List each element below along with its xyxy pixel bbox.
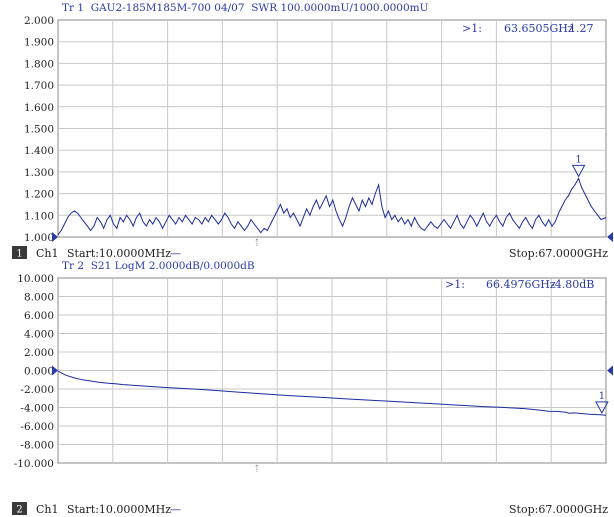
y-tick-label: 6.000 bbox=[24, 310, 54, 322]
y-tick-label: 4.000 bbox=[24, 329, 54, 341]
trace-1-marker-1[interactable]: 1 bbox=[571, 154, 586, 178]
y-tick-label: 1.100 bbox=[24, 210, 54, 222]
marker-number-label: 1 bbox=[599, 391, 605, 402]
start-frequency-label: Start:10.0000MHz bbox=[67, 503, 171, 516]
channel-badge-number: 1 bbox=[16, 249, 22, 260]
span-indicator: — bbox=[170, 247, 181, 260]
y-tick-label: 1.400 bbox=[24, 145, 54, 157]
trace-1-header: Tr 1 GAU2-185M185M-700 04/07 SWR 100.000… bbox=[62, 2, 429, 14]
y-tick-label: 1.200 bbox=[24, 189, 54, 201]
y-tick-label: 1.300 bbox=[24, 167, 54, 179]
start-frequency-label: Start:10.0000MHz bbox=[67, 247, 171, 260]
marker-number-label: 1 bbox=[575, 154, 581, 165]
y-tick-label: 1.600 bbox=[24, 102, 54, 114]
trace-2-grid bbox=[58, 278, 606, 463]
marker-readout-value: 1.27 bbox=[569, 22, 594, 35]
trace-2-marker-1[interactable]: 1 bbox=[595, 391, 609, 414]
y-tick-label: -6.000 bbox=[20, 421, 54, 433]
trace-1-grid bbox=[58, 20, 606, 237]
channel-label: Ch1 bbox=[36, 503, 59, 516]
span-indicator: — bbox=[170, 503, 181, 516]
y-tick-label: 1.800 bbox=[24, 58, 54, 70]
trace-2-header: Tr 2 S21 LogM 2.0000dB/0.0000dB bbox=[62, 260, 255, 272]
y-tick-label: 1.500 bbox=[24, 124, 54, 136]
trace-2-footer: 2 Ch1 Start:10.0000MHz — Stop:67.0000GHz bbox=[12, 502, 608, 516]
marker-readout-prefix: >1: bbox=[462, 22, 482, 35]
trace-2-marker-readout: >1: 66.4976GHz -4.80dB bbox=[445, 278, 594, 291]
trace-1-panel: Tr 1 GAU2-185M185M-700 04/07 SWR 100.000… bbox=[12, 2, 613, 260]
y-tick-label: 10.000 bbox=[17, 273, 54, 285]
y-tick-label: 1.700 bbox=[24, 80, 54, 92]
reference-level-left-arrow-icon[interactable] bbox=[52, 232, 58, 242]
marker-readout-frequency: 66.4976GHz bbox=[486, 278, 556, 291]
y-tick-label: -2.000 bbox=[20, 384, 54, 396]
trace-1-y-axis: 2.000 1.900 1.800 1.700 1.600 1.500 1.400 1.300… bbox=[24, 15, 54, 244]
reference-level-right-arrow-icon[interactable] bbox=[607, 232, 613, 242]
y-tick-label: 0.000 bbox=[24, 366, 54, 378]
y-tick-label: 1.900 bbox=[24, 37, 54, 49]
trace-2-y-axis: 10.000 8.000 6.000 4.000 2.000 0.000 -2.000 -4.… bbox=[14, 273, 54, 470]
marker-triangle-icon[interactable] bbox=[571, 164, 586, 178]
channel-label: Ch1 bbox=[36, 247, 59, 260]
trace-2-line bbox=[57, 370, 607, 416]
y-tick-label: 1.000 bbox=[24, 232, 54, 244]
marker-readout-frequency: 63.6505GHz bbox=[504, 22, 574, 35]
y-tick-label: -4.000 bbox=[20, 403, 54, 415]
trace-1-footer: 1 Ch1 Start:10.0000MHz — Stop:67.0000GHz bbox=[12, 246, 608, 260]
channel-badge[interactable] bbox=[12, 246, 27, 259]
marker-readout-prefix: >1: bbox=[445, 278, 465, 291]
reference-level-left-arrow-icon[interactable] bbox=[52, 365, 58, 376]
stop-frequency-label: Stop:67.0000GHz bbox=[509, 503, 608, 516]
stimulus-start-arrow-icon: ⇡ bbox=[253, 238, 261, 249]
trace-1-line bbox=[57, 177, 607, 236]
marker-readout-value: -4.80dB bbox=[551, 278, 594, 291]
stimulus-start-arrow-icon: ⇡ bbox=[253, 464, 261, 475]
reference-level-right-arrow-icon[interactable] bbox=[607, 365, 613, 376]
trace-2-panel: Tr 2 S21 LogM 2.0000dB/0.0000dB 10.0008.… bbox=[12, 260, 613, 516]
y-tick-label: -10.000 bbox=[14, 458, 54, 470]
channel-badge[interactable] bbox=[12, 502, 27, 515]
trace-1-marker-readout: >1: 63.6505GHz 1.27 bbox=[462, 22, 594, 35]
y-tick-label: 2.000 bbox=[24, 347, 54, 359]
channel-badge-number: 2 bbox=[16, 505, 22, 516]
marker-triangle-icon[interactable] bbox=[595, 401, 609, 414]
stop-frequency-label: Stop:67.0000GHz bbox=[509, 247, 608, 260]
y-tick-label: 8.000 bbox=[24, 292, 54, 304]
y-tick-label: 2.000 bbox=[24, 15, 54, 27]
y-tick-label: -8.000 bbox=[20, 440, 54, 452]
